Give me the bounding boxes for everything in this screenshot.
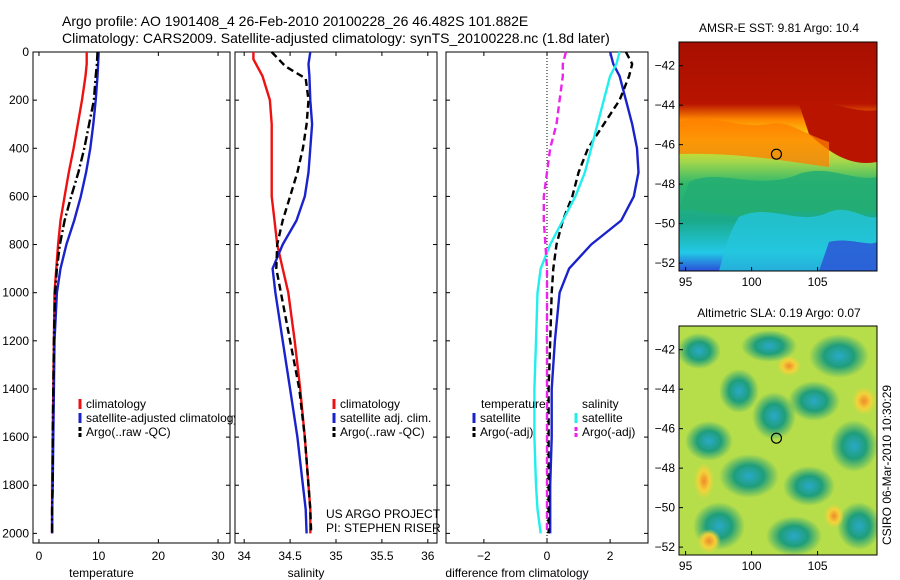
y-tick-label: 1200 bbox=[2, 334, 29, 348]
y-tick-label: 800 bbox=[9, 238, 29, 252]
legend-label: Argo(..raw -QC) bbox=[340, 425, 425, 439]
credit-line-1: US ARGO PROJECT bbox=[326, 507, 441, 521]
y-tick-label: 1000 bbox=[2, 286, 29, 300]
x-tick-label: −2 bbox=[477, 549, 491, 563]
argo-location-marker bbox=[770, 432, 783, 444]
y-tick-label: 1600 bbox=[2, 430, 29, 444]
legend-label: climatology bbox=[86, 397, 146, 411]
series-line-satellite-adj-clim bbox=[271, 51, 314, 534]
x-tick-label: 35.5 bbox=[370, 549, 394, 563]
map-y-tick-label: −48 bbox=[655, 461, 676, 475]
figure-title-line-1: Argo profile: AO 1901408_4 26-Feb-2010 2… bbox=[62, 13, 528, 29]
x-tick-label: 34 bbox=[238, 549, 252, 563]
map-y-tick-label: −46 bbox=[655, 422, 676, 436]
legend-label: satellite-adjusted climatology bbox=[86, 411, 239, 425]
map-x-tick-label: 105 bbox=[808, 275, 828, 289]
map-x-tick-label: 100 bbox=[742, 559, 762, 573]
map-y-tick-label: −44 bbox=[655, 382, 676, 396]
legend-label: Argo(-adj) bbox=[582, 425, 635, 439]
legend-label: satellite bbox=[582, 411, 623, 425]
y-tick-label: 1400 bbox=[2, 382, 29, 396]
legend-label: satellite bbox=[480, 411, 521, 425]
sst-map-image bbox=[679, 42, 877, 271]
plot-area bbox=[32, 51, 231, 544]
x-tick-label: 2 bbox=[607, 549, 614, 563]
series-line-argo-raw-qc bbox=[50, 51, 99, 534]
series-line-argo-raw-qc bbox=[270, 51, 313, 534]
argo-location-marker bbox=[770, 148, 783, 160]
map-x-tick-label: 95 bbox=[679, 275, 693, 289]
legend-group-title: temperature bbox=[481, 397, 546, 411]
series-line-satellite bbox=[533, 51, 621, 534]
map-y-tick-label: −52 bbox=[655, 540, 676, 554]
figure-title-line-2: Climatology: CARS2009. Satellite-adjuste… bbox=[62, 30, 610, 46]
sst-map-title: AMSR-E SST: 9.81 Argo: 10.4 bbox=[699, 21, 859, 35]
x-tick-label: 36 bbox=[421, 549, 435, 563]
y-tick-label: 600 bbox=[9, 189, 29, 203]
series-line-argo-adj bbox=[547, 51, 634, 534]
x-axis-label: salinity bbox=[288, 566, 325, 580]
salinity-profile-panel: 34 34.5 35 35.5 36 salinity climatologysatelli… bbox=[234, 51, 438, 580]
legend-label: Argo(-adj) bbox=[480, 425, 533, 439]
y-tick-label: 0 bbox=[22, 45, 29, 59]
sla-map-title: Altimetric SLA: 0.19 Argo: 0.07 bbox=[697, 306, 861, 320]
x-tick-label: 34.5 bbox=[278, 549, 302, 563]
map-y-tick-label: −48 bbox=[655, 177, 676, 191]
map-y-tick-label: −42 bbox=[655, 343, 676, 357]
y-tick-label: 2000 bbox=[2, 526, 29, 540]
plot-area bbox=[234, 51, 438, 544]
x-axis-label: difference from climatology bbox=[445, 566, 588, 580]
map-y-tick-label: −44 bbox=[655, 98, 676, 112]
map-y-tick-label: −52 bbox=[655, 256, 676, 270]
series-line-argo-adj bbox=[542, 51, 568, 534]
map-y-tick-label: −50 bbox=[655, 501, 676, 515]
legend-group-title: salinity bbox=[582, 397, 619, 411]
legend-label: Argo(..raw -QC) bbox=[86, 425, 171, 439]
x-tick-label: 20 bbox=[152, 549, 166, 563]
series-line-climatology bbox=[252, 52, 312, 534]
x-tick-label: 0 bbox=[36, 549, 43, 563]
x-tick-label: 35 bbox=[329, 549, 343, 563]
y-tick-label: 200 bbox=[9, 93, 29, 107]
map-y-tick-label: −50 bbox=[655, 217, 676, 231]
credit-line-2: PI: STEPHEN RISER bbox=[326, 521, 441, 535]
legend-label: satellite adj. clim. bbox=[340, 411, 431, 425]
sla-map: 95 100 105 −42 −44 −46 −48 −50 −52 bbox=[655, 325, 878, 573]
map-x-tick-label: 105 bbox=[808, 559, 828, 573]
difference-profile-panel: −2 0 2 difference from climatology temperatu… bbox=[445, 51, 649, 580]
sst-map: 95 100 105 −42 −44 −46 −48 −50 −52 bbox=[655, 41, 878, 289]
y-tick-label: 400 bbox=[9, 141, 29, 155]
sla-map-image bbox=[679, 326, 877, 555]
map-x-tick-label: 95 bbox=[679, 559, 693, 573]
x-tick-label: 30 bbox=[211, 549, 225, 563]
series-line-satellite bbox=[549, 51, 640, 534]
temperature-profile-panel: 0 10 20 30 0 200 400 600 800 1000 1200 1400 1600 1800… bbox=[2, 45, 239, 580]
map-y-tick-label: −42 bbox=[655, 59, 676, 73]
map-x-tick-label: 100 bbox=[742, 275, 762, 289]
x-tick-label: 0 bbox=[544, 549, 551, 563]
timestamp-side-text: CSIRO 06-Mar-2010 10:30:29 bbox=[880, 385, 894, 545]
x-axis-label: temperature bbox=[69, 566, 134, 580]
legend-label: climatology bbox=[340, 397, 400, 411]
y-tick-label: 1800 bbox=[2, 478, 29, 492]
x-tick-label: 10 bbox=[92, 549, 106, 563]
map-y-tick-label: −46 bbox=[655, 138, 676, 152]
